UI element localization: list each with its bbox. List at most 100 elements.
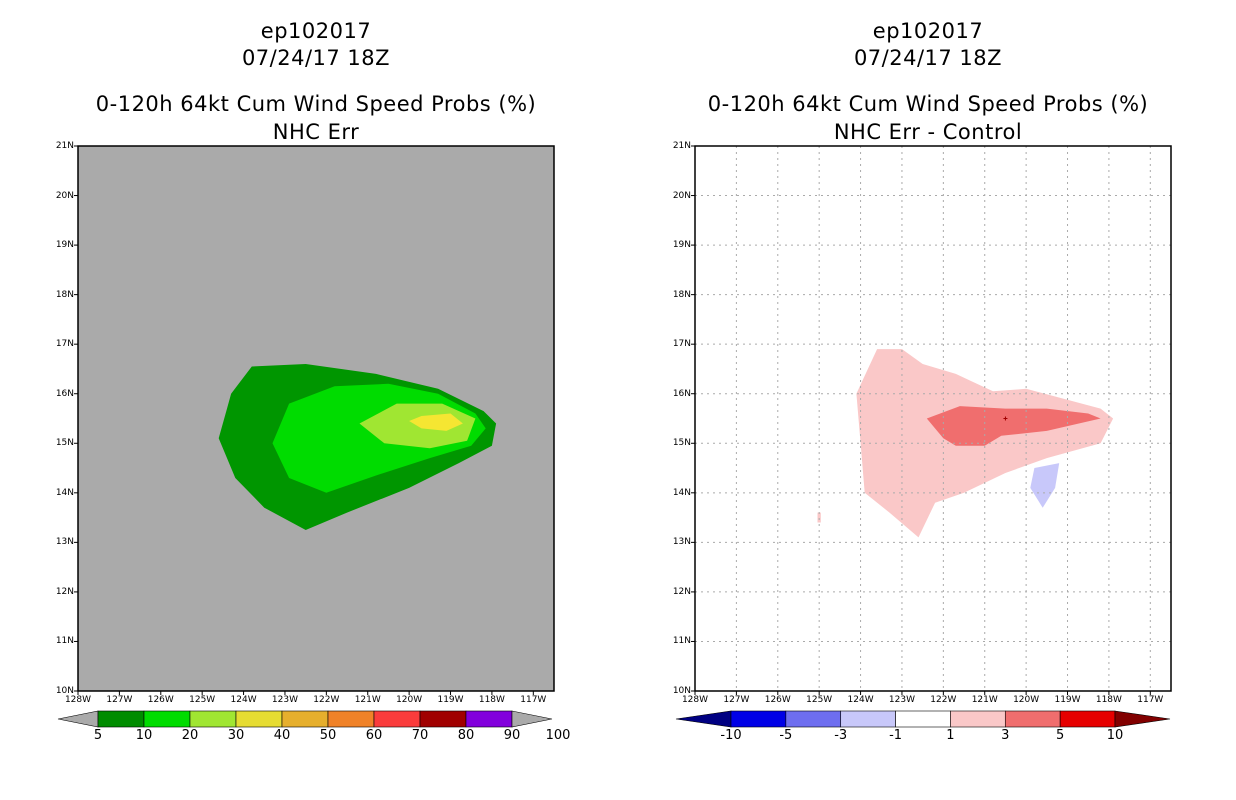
colorbar-start-0 (57, 710, 99, 728)
lat-label-1-0: 21N (672, 141, 691, 151)
colorbar-label-1-6: 5 (1056, 728, 1065, 743)
lat-label-1-11: 10N (672, 686, 691, 696)
lat-label-1-4: 17N (672, 339, 691, 350)
right-chart-subtitle: NHC Err - Control (833, 120, 1023, 144)
lon-label-0-7: 121W (354, 695, 381, 705)
lat-label-1-2: 19N (672, 240, 691, 251)
lon-label-0-10: 118W (478, 695, 505, 705)
left-chart-subtitle: NHC Err (272, 120, 360, 144)
right-datetime: 07/24/17 18Z (853, 46, 1003, 70)
colorbar-label-0-10: 100 (545, 728, 571, 743)
colorbar-box-1-5 (1004, 710, 1061, 728)
lat-label-0-4: 17N (55, 339, 74, 350)
colorbar-box-1-3 (895, 710, 951, 728)
lon-label-1-1: 127W (723, 695, 750, 705)
colorbar-end-0 (511, 710, 553, 728)
lat-label-1-5: 16N (672, 388, 691, 399)
lat-label-0-11: 10N (55, 686, 74, 696)
left-datetime: 07/24/17 18Z (241, 46, 391, 70)
lat-label-0-8: 13N (55, 537, 74, 548)
contour-1-2 (1030, 463, 1060, 508)
lon-label-0-3: 125W (189, 695, 216, 705)
colorbar-label-0-1: 10 (135, 728, 153, 743)
colorbar-box-1-4 (950, 710, 1006, 728)
lon-label-0-2: 126W (147, 695, 174, 705)
colorbar-label-0-2: 20 (181, 728, 199, 743)
colorbar-label-1-2: -3 (834, 728, 848, 743)
lon-label-1-2: 126W (764, 695, 791, 705)
lat-label-1-9: 12N (672, 586, 691, 597)
lon-label-0-6: 122W (313, 695, 340, 705)
left-storm-id: ep102017 (260, 19, 372, 43)
colorbar-label-0-5: 50 (319, 728, 337, 743)
colorbar-end-1 (1114, 710, 1171, 728)
lat-label-0-7: 14N (55, 487, 74, 498)
map-frame-0 (77, 145, 555, 692)
colorbar-box-1-0 (730, 710, 787, 728)
lat-label-1-8: 13N (672, 537, 691, 548)
lon-label-0-4: 124W (230, 695, 257, 705)
colorbar-box-0-6 (373, 710, 421, 728)
colorbar-box-0-5 (327, 710, 375, 728)
lat-label-0-2: 19N (55, 240, 74, 251)
right-storm-id: ep102017 (872, 19, 984, 43)
lon-label-0-9: 119W (437, 695, 464, 705)
left-chart-title: 0-120h 64kt Cum Wind Speed Probs (%) (95, 92, 537, 116)
colorbar-box-0-0 (97, 710, 145, 728)
lat-label-0-9: 12N (55, 586, 74, 597)
colorbar-label-0-6: 60 (365, 728, 383, 743)
lon-label-1-10: 118W (1095, 695, 1122, 705)
colorbar-label-0-4: 40 (273, 728, 291, 743)
contour-1-3 (817, 512, 821, 523)
lon-label-1-4: 124W (847, 695, 874, 705)
map-frame-1 (694, 145, 1172, 692)
lat-label-0-0: 21N (55, 141, 74, 151)
lat-label-0-6: 15N (55, 438, 74, 449)
colorbar-label-1-0: -10 (720, 728, 742, 743)
lat-label-1-10: 11N (672, 636, 691, 647)
contour-1-1 (926, 406, 1101, 446)
lat-label-0-10: 11N (55, 636, 74, 647)
colorbar-label-0-3: 30 (227, 728, 245, 743)
lon-label-1-3: 125W (806, 695, 833, 705)
colorbar-label-1-5: 3 (1001, 728, 1010, 743)
lon-label-1-7: 121W (971, 695, 998, 705)
lon-label-1-6: 122W (930, 695, 957, 705)
lon-label-1-11: 117W (1137, 695, 1164, 705)
lat-label-1-1: 20N (672, 190, 691, 201)
lon-label-0-8: 120W (396, 695, 423, 705)
lon-label-0-11: 117W (520, 695, 547, 705)
lat-label-0-1: 20N (55, 190, 74, 201)
right-chart-title: 0-120h 64kt Cum Wind Speed Probs (%) (707, 92, 1149, 116)
lat-label-0-3: 18N (55, 289, 74, 300)
colorbar-label-1-4: 1 (946, 728, 955, 743)
colorbar-label-0-0: 5 (93, 728, 103, 743)
lat-label-0-5: 16N (55, 388, 74, 399)
colorbar-box-0-7 (419, 710, 467, 728)
lat-label-1-6: 15N (672, 438, 691, 449)
colorbar-box-0-1 (143, 710, 191, 728)
colorbar-label-1-1: -5 (779, 728, 793, 743)
lon-label-0-5: 123W (271, 695, 298, 705)
colorbar-box-0-4 (281, 710, 329, 728)
colorbar-start-1 (675, 710, 732, 728)
contour-0-3 (409, 413, 463, 431)
lat-label-1-3: 18N (672, 289, 691, 300)
colorbar-box-0-8 (465, 710, 513, 728)
colorbar-box-0-2 (189, 710, 237, 728)
colorbar-box-1-2 (840, 710, 896, 728)
colorbar-label-1-7: 10 (1106, 728, 1124, 743)
lon-label-1-0: 128W (681, 695, 709, 705)
lon-label-1-8: 120W (1013, 695, 1040, 705)
colorbar-label-0-7: 70 (411, 728, 429, 743)
colorbar-label-1-3: -1 (889, 728, 903, 743)
colorbar-box-1-1 (785, 710, 842, 728)
colorbar-label-0-8: 80 (457, 728, 475, 743)
lon-label-0-0: 128W (64, 695, 92, 705)
colorbar-box-0-3 (235, 710, 283, 728)
lon-label-1-9: 119W (1054, 695, 1081, 705)
colorbar-label-0-9: 90 (503, 728, 521, 743)
lat-label-1-7: 14N (672, 487, 691, 498)
lon-label-1-5: 123W (888, 695, 915, 705)
